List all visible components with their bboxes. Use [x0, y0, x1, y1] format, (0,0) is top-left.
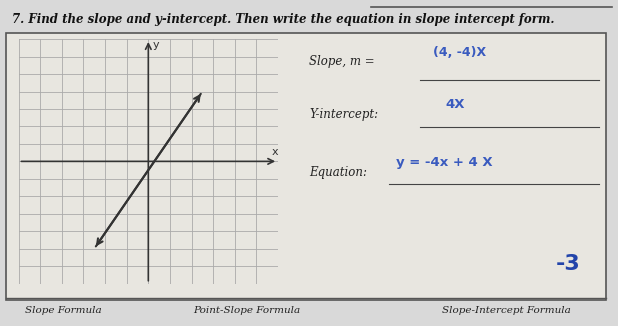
Text: 7. Find the slope and y-intercept. Then write the equation in slope intercept fo: 7. Find the slope and y-intercept. Then …: [12, 13, 555, 26]
Text: Slope, m =: Slope, m =: [309, 55, 375, 68]
Text: -3: -3: [556, 254, 581, 274]
Text: x: x: [271, 147, 278, 157]
Text: (4, -4)X: (4, -4)X: [433, 46, 486, 59]
Text: Equation:: Equation:: [309, 166, 367, 179]
Text: y = -4x + 4 X: y = -4x + 4 X: [396, 156, 492, 170]
Text: Point-Slope Formula: Point-Slope Formula: [193, 306, 301, 316]
Text: 4X: 4X: [445, 98, 465, 111]
Text: Slope-Intercept Formula: Slope-Intercept Formula: [442, 306, 571, 316]
Text: Slope Formula: Slope Formula: [25, 306, 101, 316]
Text: Y-intercept:: Y-intercept:: [309, 108, 378, 121]
Text: y: y: [153, 40, 159, 50]
